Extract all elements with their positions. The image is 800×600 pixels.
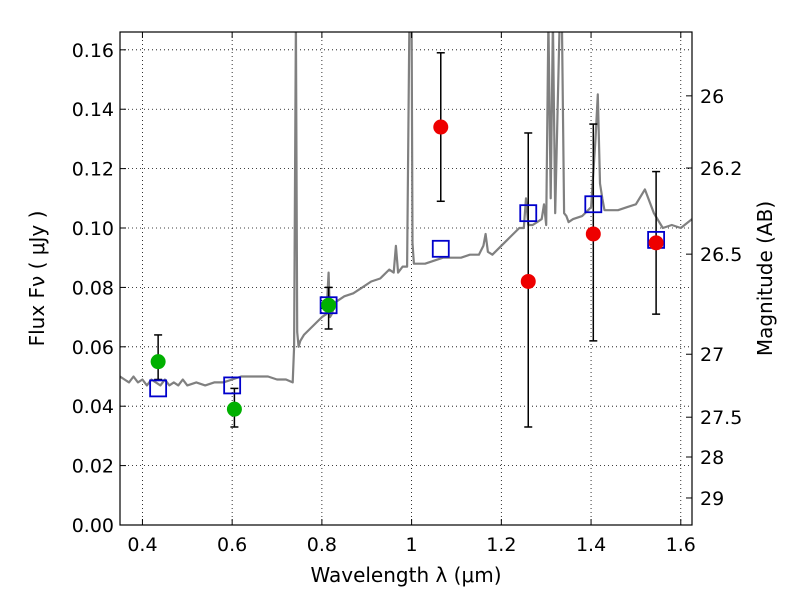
y-tick-label: 0.16 — [72, 40, 114, 62]
right-tick-label: 28 — [700, 447, 724, 469]
data-point — [433, 119, 449, 135]
right-tick-label: 26.2 — [700, 158, 742, 180]
x-tick-label: 0.6 — [217, 534, 247, 556]
data-point — [226, 401, 242, 417]
right-tick-label: 27 — [700, 344, 724, 366]
y-tick-label: 0.12 — [72, 159, 114, 181]
plot-area — [120, 32, 692, 428]
model-photometry-square — [149, 379, 168, 398]
x-tick-label: 1.6 — [666, 534, 696, 556]
model-photometry-square — [223, 376, 242, 395]
x-tick-label: 0.4 — [127, 534, 157, 556]
grid — [120, 32, 692, 526]
model-photometry-square — [519, 204, 538, 223]
y-tick-label: 0.14 — [72, 99, 114, 121]
model-photometry-square — [319, 296, 338, 315]
model-photometry-square — [584, 195, 603, 214]
data-point — [648, 235, 664, 251]
y-tick-label: 0.08 — [72, 277, 114, 299]
right-tick-label: 27.5 — [700, 407, 742, 429]
right-tick-label: 26.5 — [700, 244, 742, 266]
x-tick-label: 1.4 — [576, 534, 606, 556]
x-tick-label: 1.2 — [486, 534, 516, 556]
data-point — [321, 297, 337, 313]
right-tick-label: 29 — [700, 488, 724, 510]
data-point — [150, 354, 166, 370]
model-spectrum-line — [120, 32, 692, 387]
y-axis-label: Flux Fν ( μJy ) — [25, 211, 49, 347]
x-tick-label: 1 — [406, 534, 418, 556]
data-point — [520, 273, 536, 289]
right-tick-label: 26 — [700, 86, 724, 108]
data-point — [585, 226, 601, 242]
y-tick-label: 0.04 — [72, 396, 114, 418]
y-tick-label: 0.00 — [72, 515, 114, 537]
y-tick-label: 0.10 — [72, 218, 114, 240]
model-photometry-square — [431, 239, 450, 258]
x-tick-label: 0.8 — [307, 534, 337, 556]
y-tick-label: 0.06 — [72, 337, 114, 359]
axes-frame — [119, 31, 693, 526]
x-axis-label: Wavelength λ (μm) — [310, 563, 501, 587]
y-tick-label: 0.02 — [72, 456, 114, 478]
right-axis-label: Magnitude (AB) — [753, 201, 777, 356]
ticks: 0.4 0.6 0.8 1 1.2 1.4 1.6 0.00 0.02 0.04 0.06 0.08 0… — [72, 32, 742, 556]
